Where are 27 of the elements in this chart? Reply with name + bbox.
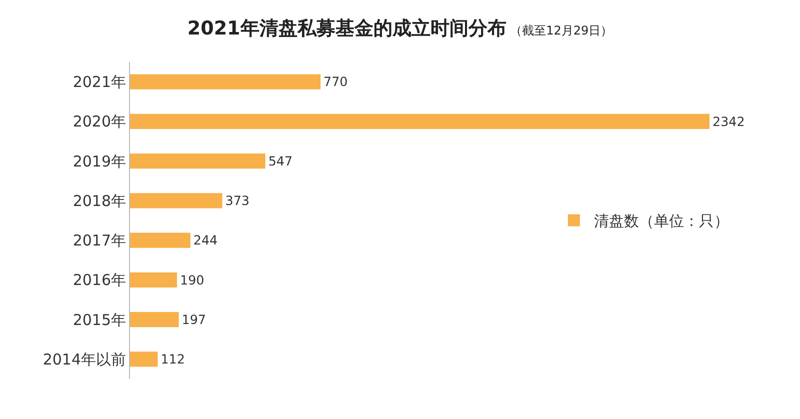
data-label: 244 [193, 232, 218, 248]
y-tick-label: 2020年 [72, 112, 126, 131]
bar [130, 74, 321, 90]
bar [130, 232, 190, 248]
y-tick-label: 2018年 [72, 192, 126, 210]
data-label: 197 [182, 312, 206, 327]
y-tick-label: 2021年 [72, 73, 126, 92]
data-label: 373 [225, 193, 250, 208]
y-tick-label: 2014年以前 [42, 350, 126, 368]
y-tick-label: 2016年 [72, 271, 126, 290]
bar [130, 154, 266, 169]
data-label: 112 [160, 352, 185, 367]
chart-subtitle: （截至12月29日） [506, 23, 613, 38]
y-tick-label: 2017年 [72, 232, 126, 250]
legend-label: 清盘数（单位：只） [594, 212, 729, 230]
y-tick-label: 2015年 [72, 310, 126, 329]
bar [130, 272, 178, 288]
data-label: 547 [268, 153, 293, 168]
data-label: 2342 [712, 114, 745, 129]
chart-title: 2021年清盘私募基金的成立时间分布 [187, 17, 506, 40]
data-label: 190 [180, 272, 204, 288]
bar [130, 352, 158, 367]
bar [130, 312, 179, 328]
y-tick-label: 2019年 [72, 152, 126, 170]
bar [130, 114, 710, 129]
data-label: 770 [324, 74, 348, 90]
bar [130, 193, 222, 208]
